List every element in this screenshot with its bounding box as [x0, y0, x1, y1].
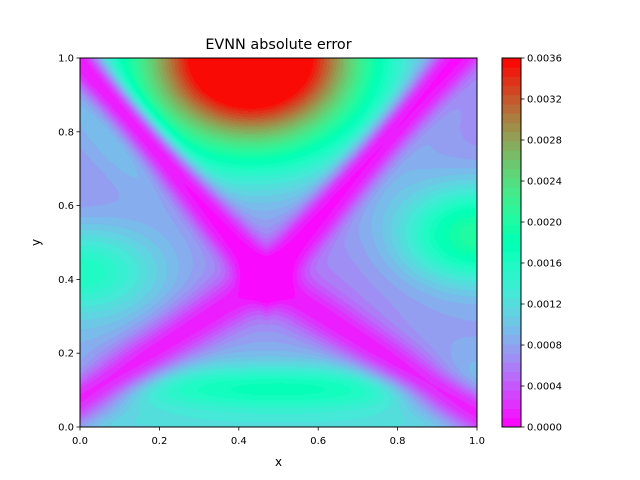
colorbar-band — [502, 316, 521, 326]
colorbar-band — [502, 224, 521, 234]
colorbar-band — [502, 123, 521, 133]
colorbar-band — [502, 279, 521, 289]
colorbar-band — [502, 270, 521, 280]
colorbar-band — [502, 113, 521, 123]
colorbar-tick-label: 0.0000 — [527, 423, 562, 434]
y-tick-label: 0.0 — [58, 423, 74, 434]
colorbar-band — [502, 344, 521, 354]
colorbar-band — [502, 289, 521, 299]
colorbar-band — [502, 233, 521, 243]
x-tick-label: 0.2 — [151, 436, 167, 447]
colorbar-band — [502, 178, 521, 188]
x-tick-label: 0.4 — [231, 436, 247, 447]
colorbar-band — [502, 67, 521, 77]
colorbar-band — [502, 409, 521, 419]
colorbar-band — [502, 372, 521, 382]
colorbar-tick-label: 0.0016 — [527, 259, 562, 270]
colorbar-band — [502, 104, 521, 114]
colorbar-band — [502, 215, 521, 225]
colorbar-tick-label: 0.0020 — [527, 218, 562, 229]
colorbar-tick-label: 0.0032 — [527, 95, 562, 106]
colorbar-band — [502, 150, 521, 160]
colorbar-band — [502, 169, 521, 179]
colorbar-band — [502, 132, 521, 142]
contour-field — [80, 58, 477, 427]
y-tick-label: 0.2 — [58, 349, 74, 360]
colorbar-band — [502, 418, 521, 428]
colorbar-band — [502, 187, 521, 197]
colorbar-band — [502, 58, 521, 68]
colorbar-band — [502, 326, 521, 336]
colorbar-band — [502, 196, 521, 206]
colorbar-tick-label: 0.0028 — [527, 136, 562, 147]
colorbar-band — [502, 159, 521, 169]
y-tick-label: 1.0 — [58, 54, 74, 65]
colorbar-tick-label: 0.0012 — [527, 300, 562, 311]
colorbar-band — [502, 141, 521, 151]
colorbar-band — [502, 381, 521, 391]
x-tick-label: 1.0 — [469, 436, 485, 447]
x-axis-label: x — [275, 455, 282, 469]
plot-area — [80, 58, 477, 427]
colorbar-band — [502, 335, 521, 345]
y-tick-label: 0.4 — [58, 275, 74, 286]
colorbar-band — [502, 362, 521, 372]
colorbar-tick-label: 0.0024 — [527, 177, 562, 188]
colorbar-tick-label: 0.0004 — [527, 382, 562, 393]
colorbar-tick-label: 0.0008 — [527, 341, 562, 352]
colorbar-band — [502, 399, 521, 409]
colorbar-band — [502, 76, 521, 86]
colorbar-band — [502, 206, 521, 216]
y-axis-label: y — [29, 239, 43, 246]
colorbar-tick-label: 0.0036 — [527, 54, 562, 65]
colorbar-band — [502, 298, 521, 308]
colorbar-band — [502, 252, 521, 262]
y-tick-label: 0.6 — [58, 201, 74, 212]
x-tick-label: 0.8 — [390, 436, 406, 447]
x-tick-label: 0.0 — [72, 436, 88, 447]
colorbar-band — [502, 95, 521, 105]
colorbar-band — [502, 261, 521, 271]
colorbar-bands — [502, 58, 521, 427]
y-tick-label: 0.8 — [58, 127, 74, 138]
chart-title: EVNN absolute error — [205, 37, 351, 53]
colorbar-band — [502, 86, 521, 96]
colorbar-band — [502, 307, 521, 317]
colorbar-band — [502, 353, 521, 363]
x-tick-label: 0.6 — [310, 436, 326, 447]
colorbar-band — [502, 390, 521, 400]
colorbar-band — [502, 243, 521, 253]
